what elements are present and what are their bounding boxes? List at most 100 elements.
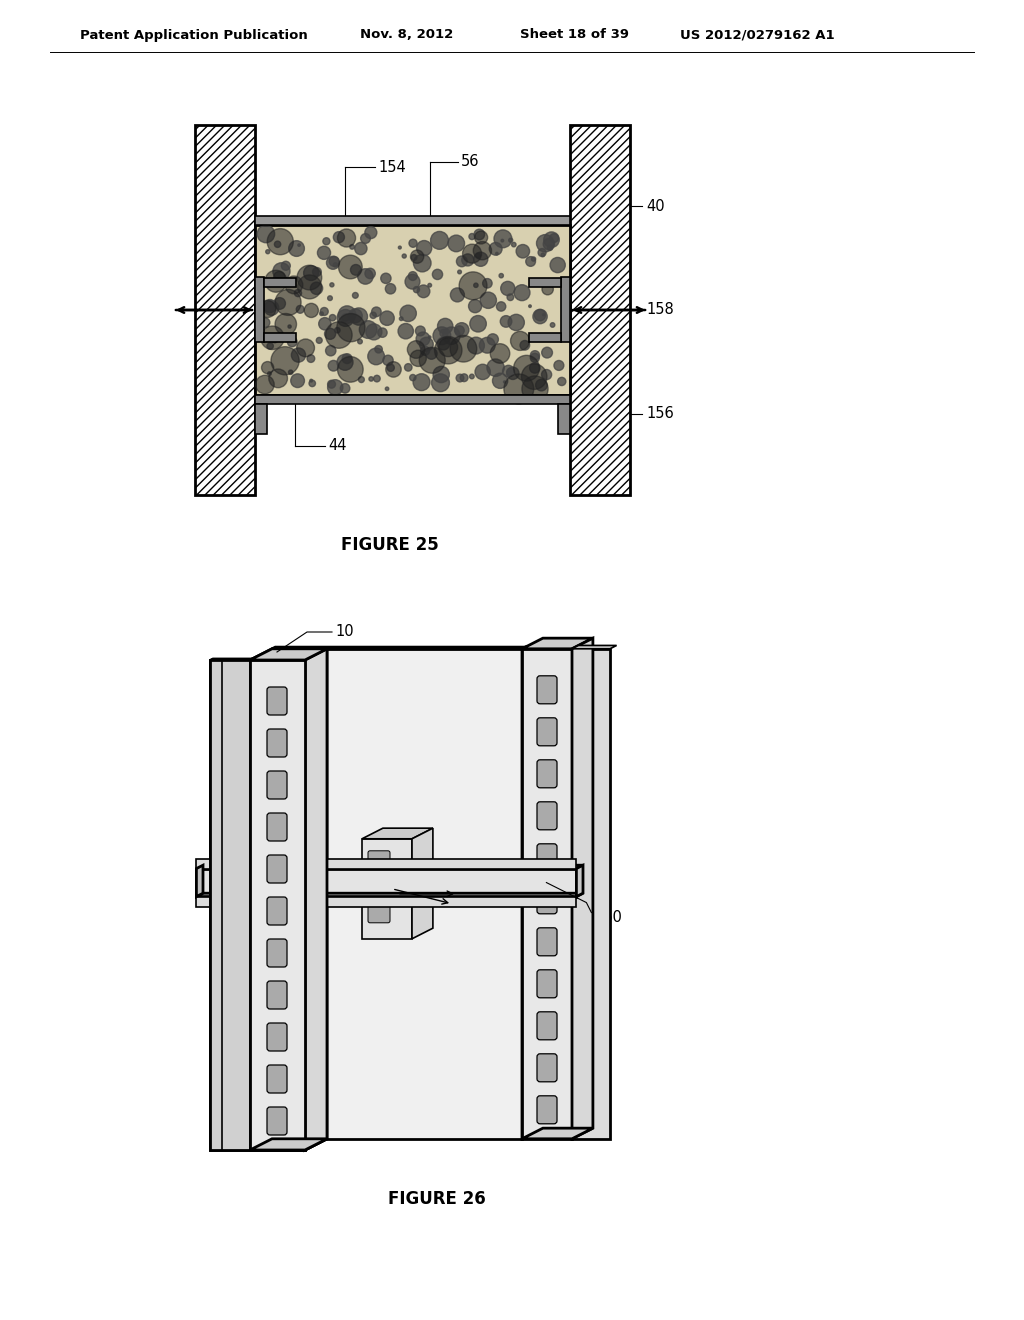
Circle shape	[378, 327, 387, 338]
Circle shape	[525, 256, 536, 267]
Circle shape	[342, 314, 349, 321]
Circle shape	[430, 231, 449, 249]
Circle shape	[304, 304, 318, 318]
Circle shape	[470, 315, 486, 333]
Bar	[558, 404, 570, 434]
Circle shape	[529, 363, 540, 374]
Circle shape	[468, 337, 484, 354]
Polygon shape	[305, 649, 327, 1150]
Text: 156: 156	[646, 407, 674, 421]
Circle shape	[514, 355, 540, 381]
Circle shape	[496, 252, 498, 255]
Circle shape	[489, 243, 502, 255]
FancyBboxPatch shape	[368, 903, 390, 923]
Circle shape	[323, 238, 330, 244]
Circle shape	[437, 318, 453, 334]
FancyBboxPatch shape	[537, 760, 557, 788]
Circle shape	[451, 335, 477, 362]
Circle shape	[503, 366, 514, 378]
Circle shape	[285, 276, 303, 294]
Circle shape	[462, 253, 474, 265]
Circle shape	[312, 268, 322, 276]
FancyBboxPatch shape	[267, 981, 287, 1008]
Circle shape	[338, 306, 356, 323]
Polygon shape	[197, 894, 583, 896]
Circle shape	[273, 297, 286, 309]
Circle shape	[328, 380, 343, 395]
FancyBboxPatch shape	[267, 813, 287, 841]
Polygon shape	[210, 660, 250, 1150]
Circle shape	[288, 337, 297, 347]
Circle shape	[333, 263, 338, 267]
Circle shape	[455, 326, 464, 335]
Polygon shape	[250, 649, 327, 660]
Circle shape	[398, 246, 401, 249]
Circle shape	[447, 235, 465, 252]
Polygon shape	[197, 858, 577, 869]
FancyBboxPatch shape	[267, 813, 287, 841]
Bar	[195, 125, 255, 495]
Polygon shape	[272, 647, 525, 649]
Circle shape	[263, 280, 268, 285]
Circle shape	[321, 308, 329, 315]
Circle shape	[543, 314, 545, 315]
FancyBboxPatch shape	[537, 1096, 557, 1123]
Circle shape	[542, 347, 553, 358]
Polygon shape	[250, 660, 305, 1150]
Circle shape	[530, 354, 540, 362]
Circle shape	[350, 308, 368, 325]
Circle shape	[431, 374, 450, 392]
Circle shape	[275, 313, 297, 335]
Polygon shape	[250, 1139, 327, 1150]
FancyBboxPatch shape	[267, 1023, 287, 1051]
FancyBboxPatch shape	[267, 729, 287, 756]
FancyBboxPatch shape	[267, 981, 287, 1008]
Circle shape	[528, 305, 531, 308]
FancyBboxPatch shape	[267, 898, 287, 925]
Circle shape	[271, 335, 279, 343]
Circle shape	[380, 312, 394, 326]
Circle shape	[493, 374, 508, 388]
Circle shape	[385, 387, 389, 391]
Circle shape	[414, 286, 420, 293]
Circle shape	[428, 284, 431, 288]
Circle shape	[328, 380, 336, 388]
Circle shape	[543, 239, 555, 249]
Circle shape	[470, 374, 474, 379]
Polygon shape	[572, 649, 610, 1139]
Text: US 2012/0279162 A1: US 2012/0279162 A1	[680, 29, 835, 41]
Circle shape	[292, 348, 305, 362]
Circle shape	[261, 326, 285, 350]
Polygon shape	[197, 865, 583, 869]
Polygon shape	[522, 638, 593, 649]
FancyBboxPatch shape	[267, 939, 287, 968]
Circle shape	[442, 327, 460, 345]
Bar	[255, 216, 570, 224]
Circle shape	[359, 321, 377, 338]
Circle shape	[307, 355, 314, 363]
Circle shape	[263, 300, 276, 313]
FancyBboxPatch shape	[537, 1053, 557, 1082]
Circle shape	[512, 243, 516, 247]
Circle shape	[440, 329, 447, 338]
Circle shape	[264, 301, 279, 315]
Circle shape	[504, 374, 534, 404]
Text: 160: 160	[594, 909, 623, 925]
Circle shape	[400, 305, 417, 322]
Text: 40: 40	[646, 199, 665, 214]
Circle shape	[451, 288, 465, 302]
Circle shape	[357, 269, 373, 284]
Circle shape	[374, 375, 380, 381]
Circle shape	[399, 317, 403, 321]
FancyBboxPatch shape	[537, 970, 557, 998]
Circle shape	[438, 338, 458, 356]
Circle shape	[375, 346, 382, 352]
FancyBboxPatch shape	[537, 1012, 557, 1040]
Circle shape	[256, 375, 274, 393]
Circle shape	[530, 351, 540, 360]
FancyBboxPatch shape	[537, 928, 557, 956]
Circle shape	[328, 296, 333, 301]
Circle shape	[554, 360, 564, 371]
Text: 162: 162	[462, 886, 489, 902]
Circle shape	[334, 231, 344, 243]
